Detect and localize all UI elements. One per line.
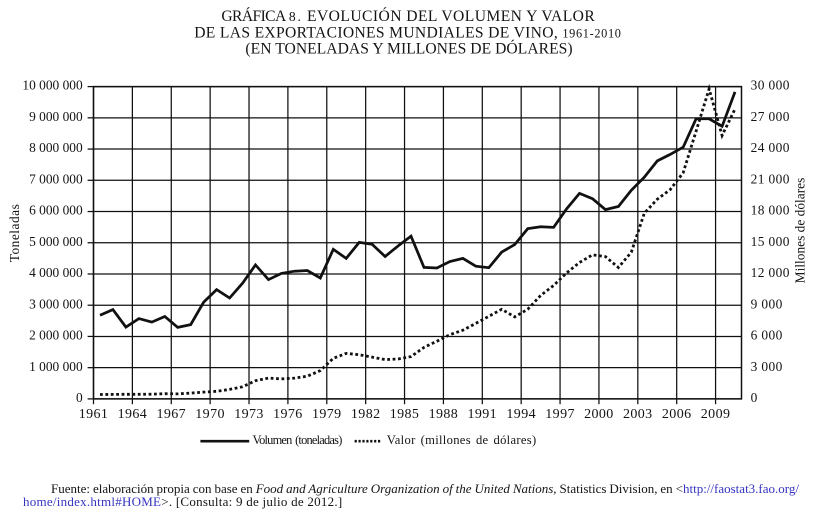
svg-text:2009: 2009	[701, 407, 731, 422]
svg-text:1964: 1964	[118, 407, 148, 422]
svg-text:Toneladas: Toneladas	[7, 204, 22, 263]
svg-text:1979: 1979	[312, 407, 342, 422]
svg-text:9 000 000: 9 000 000	[29, 109, 83, 124]
svg-text:18 000: 18 000	[751, 203, 790, 218]
svg-text:(EN TONELADAS Y MILLONES DE DÓ: (EN TONELADAS Y MILLONES DE DÓLARES)	[245, 41, 572, 58]
svg-text:7 000 000: 7 000 000	[29, 171, 83, 186]
svg-text:15 000: 15 000	[751, 234, 790, 249]
svg-text:1961: 1961	[79, 407, 109, 422]
svg-text:6 000: 6 000	[751, 328, 783, 343]
svg-text:0: 0	[751, 390, 758, 405]
svg-text:2 000 000: 2 000 000	[29, 328, 83, 343]
svg-text:12 000: 12 000	[751, 265, 790, 280]
svg-text:4 000 000: 4 000 000	[29, 265, 83, 280]
svg-text:3 000 000: 3 000 000	[29, 296, 83, 311]
svg-text:24 000: 24 000	[751, 140, 790, 155]
svg-text:1988: 1988	[429, 407, 459, 422]
svg-text:Valor (millones de dólares): Valor (millones de dólares)	[387, 433, 537, 447]
svg-text:Millones de dólares: Millones de dólares	[793, 178, 808, 284]
svg-text:2006: 2006	[662, 407, 692, 422]
svg-text:1973: 1973	[234, 407, 264, 422]
svg-text:5 000 000: 5 000 000	[29, 234, 83, 249]
svg-text:2000: 2000	[584, 407, 614, 422]
svg-text:21 000: 21 000	[751, 171, 790, 186]
svg-text:3 000: 3 000	[751, 359, 783, 374]
svg-text:1982: 1982	[351, 407, 381, 422]
svg-text:0: 0	[76, 390, 83, 405]
svg-text:1985: 1985	[390, 407, 420, 422]
svg-text:30 000: 30 000	[751, 78, 790, 93]
svg-text:2003: 2003	[623, 407, 653, 422]
svg-text:Volumen (toneladas): Volumen (toneladas)	[253, 433, 343, 447]
svg-text:6 000 000: 6 000 000	[29, 203, 83, 218]
svg-text:8 000 000: 8 000 000	[29, 140, 83, 155]
svg-text:1967: 1967	[156, 407, 186, 422]
svg-text:10 000 000: 10 000 000	[22, 78, 83, 93]
svg-text:1970: 1970	[195, 407, 225, 422]
svg-text:GRÁFICA 8. EVOLUCIÓN DEL VOLUM: GRÁFICA 8. EVOLUCIÓN DEL VOLUMEN Y VALOR	[221, 8, 595, 25]
svg-text:1997: 1997	[545, 407, 575, 422]
svg-text:1 000 000: 1 000 000	[29, 359, 83, 374]
svg-text:1991: 1991	[467, 407, 497, 422]
svg-text:1994: 1994	[506, 407, 536, 422]
svg-text:9 000: 9 000	[751, 296, 783, 311]
svg-text:27 000: 27 000	[751, 109, 790, 124]
svg-text:DE LAS EXPORTACIONES MUNDIALES: DE LAS EXPORTACIONES MUNDIALES DE VINO, …	[194, 24, 621, 41]
svg-text:1976: 1976	[273, 407, 303, 422]
